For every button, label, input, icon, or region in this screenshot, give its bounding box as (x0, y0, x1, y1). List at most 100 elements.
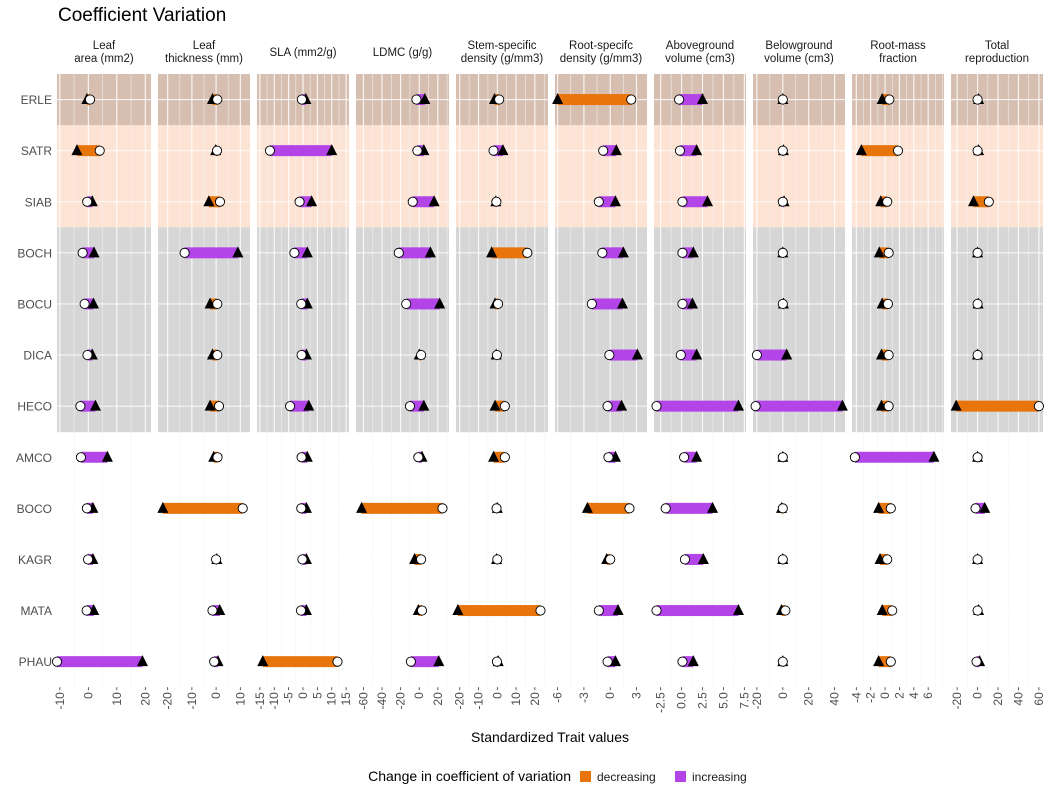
circle-phau (405, 656, 416, 667)
triangle-boco (581, 501, 593, 513)
triangle-siab (609, 195, 621, 207)
x-tick-label: 0 (412, 692, 426, 699)
circle-dica (751, 349, 762, 361)
circle-erle (411, 94, 422, 105)
bar-boch (294, 247, 308, 259)
panel-5-label-line-1: Stem-specific (467, 40, 536, 52)
circle-boch (677, 247, 688, 258)
triangle-bocu (616, 297, 628, 309)
triangle-heco (303, 399, 315, 411)
circle-heco (404, 401, 415, 412)
bar-mata (598, 605, 619, 617)
panel-6-label-line-2: density (g/mm3) (560, 53, 643, 65)
circle-mata (887, 605, 898, 616)
circle-boco (970, 503, 981, 514)
circle-siab (677, 196, 688, 207)
triangle-boco (356, 501, 368, 513)
circle-siab (294, 196, 305, 207)
triangle-boco (707, 501, 719, 513)
bar-heco (80, 400, 96, 412)
triangle-satr (326, 144, 338, 156)
triangle-heco (418, 399, 430, 411)
triangle-siab (203, 195, 215, 207)
bar-boch (602, 247, 624, 259)
circle-amco (212, 452, 223, 463)
triangle-boch (486, 246, 498, 258)
triangle-amco (928, 450, 940, 462)
bar-dica (756, 349, 787, 361)
triangle-phau (873, 655, 885, 667)
x-tick-label: -15 (253, 692, 267, 710)
panel-9-label-line-1: Root-mass (870, 40, 926, 52)
x-tick-label: 0 (209, 692, 223, 699)
circle-mata (593, 605, 604, 616)
circle-kagr (777, 554, 788, 565)
circle-kagr (82, 554, 94, 565)
y-label-mata: MATA (20, 604, 52, 618)
bar-phau (682, 656, 694, 668)
bar-amco (854, 451, 934, 463)
x-tick-label: -20 (750, 692, 764, 710)
circle-mata (416, 605, 428, 616)
circle-satr (972, 145, 983, 156)
circle-heco (213, 401, 225, 412)
bar-erle (557, 94, 632, 106)
x-tick-label: -20 (950, 692, 964, 710)
circle-boch (289, 247, 300, 258)
circle-bocu (296, 298, 307, 310)
triangle-dica (631, 348, 643, 360)
triangle-boch (617, 246, 629, 258)
circle-kagr (492, 554, 503, 565)
triangle-heco (732, 399, 744, 411)
y-label-satr: SATR (21, 144, 52, 158)
x-tick-label: 6 (921, 692, 935, 699)
circle-boco (777, 503, 788, 514)
circle-boch (179, 247, 190, 258)
bar-amco (684, 451, 697, 463)
bar-heco (656, 400, 739, 412)
circle-erle (626, 94, 637, 105)
bar-siab (412, 196, 435, 208)
circle-dica (82, 349, 93, 361)
circle-heco (750, 401, 761, 412)
x-tick-label: -6 (551, 692, 565, 703)
x-tick-label: 10 (110, 692, 124, 706)
circle-kagr (297, 554, 308, 565)
circle-dica (296, 349, 307, 361)
circle-satr (598, 145, 609, 156)
y-label-amco: AMCO (16, 451, 52, 465)
panel-1-label-line-2: area (mm2) (74, 53, 134, 65)
circle-boch (597, 247, 608, 258)
circle-boco (437, 503, 448, 514)
x-tick-label: 10 (325, 692, 339, 706)
bar-satr (603, 145, 617, 157)
bar-boco (878, 502, 891, 514)
x-tick-label: 0 (878, 692, 892, 699)
triangle-bocu (434, 297, 446, 309)
circle-boco (624, 503, 635, 514)
x-tick-label: 0 (296, 692, 310, 699)
bar-satr (76, 145, 100, 157)
x-tick-label: -2.5 (654, 692, 668, 713)
x-tick-label: -20 (161, 692, 175, 710)
x-tick-label: 2.5 (696, 692, 710, 709)
bar-boco (665, 502, 713, 514)
circle-erle (494, 94, 505, 105)
circle-boco (296, 503, 307, 514)
x-tick-label: -2 (864, 692, 878, 703)
x-tick-label: 0 (603, 692, 617, 699)
circle-satr (264, 145, 275, 156)
x-tick-label: 2 (892, 692, 906, 699)
triangle-boch (873, 246, 885, 258)
circle-satr (892, 145, 904, 156)
circle-bocu (777, 298, 788, 310)
circle-boco (885, 503, 896, 514)
circle-boco (491, 503, 502, 514)
bar-satr (861, 145, 898, 157)
panel-3-label-line-1: SLA (mm2/g) (269, 47, 336, 59)
x-tick-label: 5.0 (716, 692, 730, 709)
bar-heco (607, 400, 622, 412)
